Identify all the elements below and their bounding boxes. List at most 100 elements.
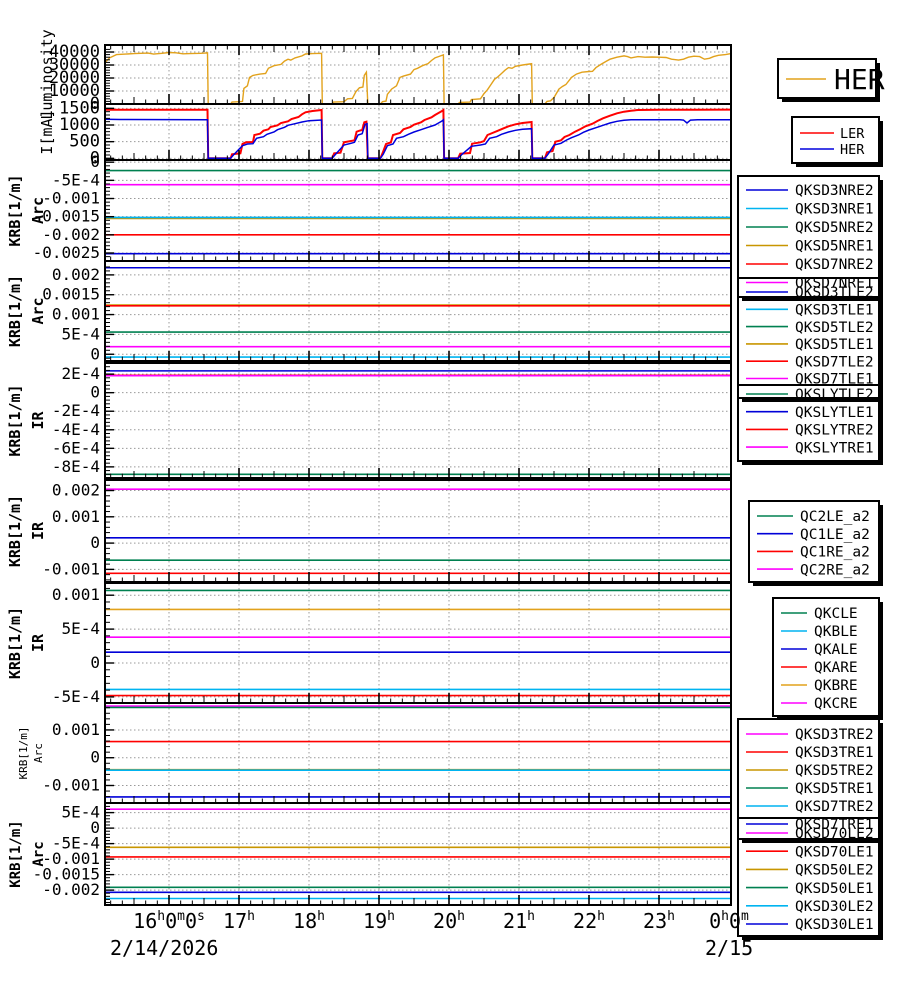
legend-shadow	[782, 98, 880, 102]
y-tick-label: -0.0015	[33, 207, 100, 226]
y-tick-label: -2E-4	[52, 401, 100, 420]
legend-label-QKSD7TLE1: QKSD7TLE1	[795, 372, 874, 388]
panel-krb-arc-nre: 0-5E-4-0.001-0.0015-0.002-0.0025 KRB[1/m]…	[6, 152, 732, 262]
legend-label-LER: LER	[840, 126, 865, 142]
legend-label-QC1RE_a2: QC1RE_a2	[800, 545, 870, 561]
curve-LER	[105, 108, 732, 160]
y-tick-label: 500	[69, 132, 100, 152]
y-axis-subtitle: Arc	[32, 743, 45, 763]
y-tick-label: -0.002	[42, 880, 100, 899]
y-tick-label: -0.001	[42, 776, 100, 795]
legend-label-QC2RE_a2: QC2RE_a2	[800, 562, 870, 578]
y-axis-title: Luminosity	[38, 29, 56, 119]
legend-shadow	[879, 121, 883, 167]
legend-label-QKSD50LE1: QKSD50LE1	[795, 881, 874, 897]
legend-label-QKSD5TLE1: QKSD5TLE1	[795, 337, 874, 353]
legend-label-QKSD7TLE2: QKSD7TLE2	[795, 354, 874, 370]
y-tick-label: -5E-4	[52, 687, 100, 706]
legend-label-QKSD50LE2: QKSD50LE2	[795, 863, 874, 879]
y-tick-label: 5E-4	[61, 803, 100, 822]
legend-label-QKSD7TRE1: QKSD7TRE1	[795, 817, 874, 833]
legend-shadow	[796, 163, 883, 167]
legend-label-QKSD30LE1: QKSD30LE1	[795, 917, 874, 933]
legend-label-QKSD5TRE1: QKSD5TRE1	[795, 781, 874, 797]
y-tick-label: 0	[90, 148, 100, 168]
curve-HER	[105, 118, 732, 160]
y-axis-subtitle: IR	[29, 411, 47, 430]
y-tick-label: 30000	[49, 55, 100, 75]
y-tick-label: 0	[90, 344, 100, 363]
y-tick-label: -0.0025	[33, 243, 100, 262]
panel-frame	[104, 802, 732, 906]
legend-label-QKSD5TLE2: QKSD5TLE2	[795, 320, 874, 336]
legend-label-QC1LE_a2: QC1LE_a2	[800, 527, 870, 543]
legend-label-QKSLYTLE2: QKSLYTLE2	[795, 387, 874, 403]
curve-HER	[104, 51, 732, 105]
legend-label-QKSD3TRE1: QKSD3TRE1	[795, 745, 874, 761]
legend-label-QKSD3TLE1: QKSD3TLE1	[795, 303, 874, 319]
x-tick-label: 21h	[503, 909, 535, 933]
legend-shadow	[879, 602, 883, 720]
y-axis-title: I[mA]	[38, 109, 56, 154]
y-tick-label: -5E-4	[52, 170, 100, 189]
x-tick-label: 18h	[293, 909, 325, 933]
y-axis-subtitle: Arc	[29, 197, 47, 224]
y-tick-label: -0.001	[42, 189, 100, 208]
panel-frame	[104, 362, 732, 479]
y-tick-label: 10000	[49, 81, 100, 101]
y-tick-label: 40000	[49, 42, 100, 62]
legend-label-QKARE: QKARE	[814, 660, 858, 676]
y-axis-subtitle: IR	[29, 633, 47, 652]
legend-shadow	[742, 398, 883, 402]
legend-label-QKBRE: QKBRE	[814, 678, 858, 694]
x-tick-label: 17h	[223, 909, 255, 933]
y-tick-label: -8E-4	[52, 457, 100, 476]
legend-shadow	[753, 582, 883, 586]
legend-frame	[777, 58, 877, 99]
legend-shadow	[742, 936, 883, 940]
y-tick-label: 0.001	[52, 305, 100, 324]
legend-frame	[737, 718, 880, 840]
legend-frame	[748, 500, 880, 583]
panel-krb-ir-qksly: 2E-40-2E-4-4E-4-6E-4-8E-4 KRB[1/m] IR	[6, 362, 732, 479]
y-tick-label: -0.001	[42, 849, 100, 868]
x-tick-label: 20h	[433, 909, 465, 933]
y-axis-title: KRB[1/m]	[6, 174, 24, 246]
legend-label-QKSD70LE1: QKSD70LE1	[795, 844, 874, 860]
legend-label-HER: HER	[834, 63, 885, 96]
y-axis-subtitle: IR	[29, 521, 47, 540]
legend-label-QKSLYTRE1: QKSLYTRE1	[795, 440, 874, 456]
x-tick-label: 16h0m0s	[133, 909, 205, 933]
legend-shadow	[876, 63, 880, 102]
y-tick-label: 20000	[49, 68, 100, 88]
panel-krb-ir-qk: 0.001 5E-4 0 -5E-4 KRB[1/m] IR	[6, 582, 732, 706]
legend-label-QKSLYTRE2: QKSLYTRE2	[795, 423, 874, 439]
legend-frame	[737, 277, 880, 399]
y-tick-label: -0.002	[42, 225, 100, 244]
legend-shadow	[879, 389, 883, 465]
y-tick-label: -4E-4	[52, 420, 100, 439]
y-axis-title: KRB[1/m]	[6, 607, 24, 679]
legend-label-QKSD5TRE2: QKSD5TRE2	[795, 763, 874, 779]
legend-label-QKCLE: QKCLE	[814, 606, 858, 622]
y-tick-label: 0	[90, 383, 100, 402]
date-label-left: 2/14/2026	[110, 936, 218, 960]
legend-box-8: QKSD70LE2 QKSD70LE1 QKSD50LE2 QKSD50LE1 QKSD…	[737, 817, 883, 940]
legend-label-HER: HER	[840, 142, 865, 158]
y-tick-label: 1000	[59, 115, 100, 135]
y-axis-title: KRB[1/m]	[17, 727, 30, 780]
legend-label-QKSD7NRE2: QKSD7NRE2	[795, 257, 874, 273]
legend-label-QKALE: QKALE	[814, 642, 858, 658]
legend-label-QKBLE: QKBLE	[814, 624, 858, 640]
y-tick-label: 0	[90, 653, 100, 672]
legend-frame	[737, 384, 880, 462]
x-tick-label: 23h	[643, 909, 675, 933]
legend-box-2: QKSD3NRE2 QKSD3NRE1 QKSD5NRE2 QKSD5NRE1 QKSD…	[737, 175, 883, 301]
legend-label-QKSD3NRE1: QKSD3NRE1	[795, 202, 874, 218]
legend-label-QKSD5NRE2: QKSD5NRE2	[795, 220, 874, 236]
